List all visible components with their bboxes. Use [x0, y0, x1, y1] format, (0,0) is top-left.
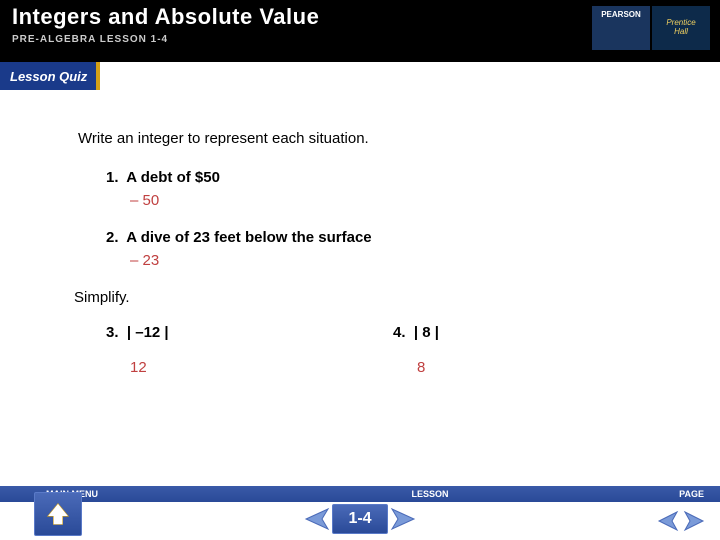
problem-3: 3. | –12 | [106, 324, 393, 341]
problem-3-col: 3. | –12 | 12 [106, 324, 393, 376]
next-lesson-button[interactable] [388, 504, 422, 534]
footer-lesson-label: LESSON [300, 489, 560, 499]
problem-2: 2. A dive of 23 feet below the surface [106, 229, 680, 246]
main-menu-button[interactable] [34, 492, 82, 536]
page-nav [654, 508, 708, 534]
arrow-right-icon [390, 505, 420, 533]
prev-lesson-button[interactable] [298, 504, 332, 534]
arrow-left-icon [300, 505, 330, 533]
instruction-1: Write an integer to represent each situa… [78, 130, 680, 147]
publisher-logo: PEARSON Prentice Hall [592, 6, 712, 50]
arrow-right-icon [683, 509, 707, 533]
footer-page-label: PAGE [560, 489, 720, 499]
lesson-quiz-tab: Lesson Quiz [0, 62, 100, 90]
pearson-logo: PEARSON [592, 6, 650, 50]
footer: MAIN MENU LESSON PAGE 1-4 [0, 486, 720, 540]
problem-4-col: 4. | 8 | 8 [393, 324, 680, 376]
instruction-2: Simplify. [74, 289, 680, 306]
lesson-number-display: 1-4 [332, 504, 388, 534]
problem-4: 4. | 8 | [393, 324, 680, 341]
answer-3: 12 [130, 359, 393, 376]
arrow-left-icon [655, 509, 679, 533]
prentice-hall-logo: Prentice Hall [652, 6, 710, 50]
prev-page-button[interactable] [654, 508, 680, 534]
footer-bar: MAIN MENU LESSON PAGE [0, 486, 720, 502]
next-page-button[interactable] [682, 508, 708, 534]
answer-4: 8 [417, 359, 680, 376]
home-up-icon [44, 500, 72, 528]
problems-row-34: 3. | –12 | 12 4. | 8 | 8 [106, 324, 680, 376]
problem-1: 1. A debt of $50 [106, 169, 680, 186]
answer-1: – 50 [130, 192, 680, 209]
header-bar: Integers and Absolute Value PRE-ALGEBRA … [0, 0, 720, 62]
lesson-nav: 1-4 [298, 504, 422, 534]
answer-2: – 23 [130, 252, 680, 269]
content-area: Write an integer to represent each situa… [78, 130, 680, 376]
